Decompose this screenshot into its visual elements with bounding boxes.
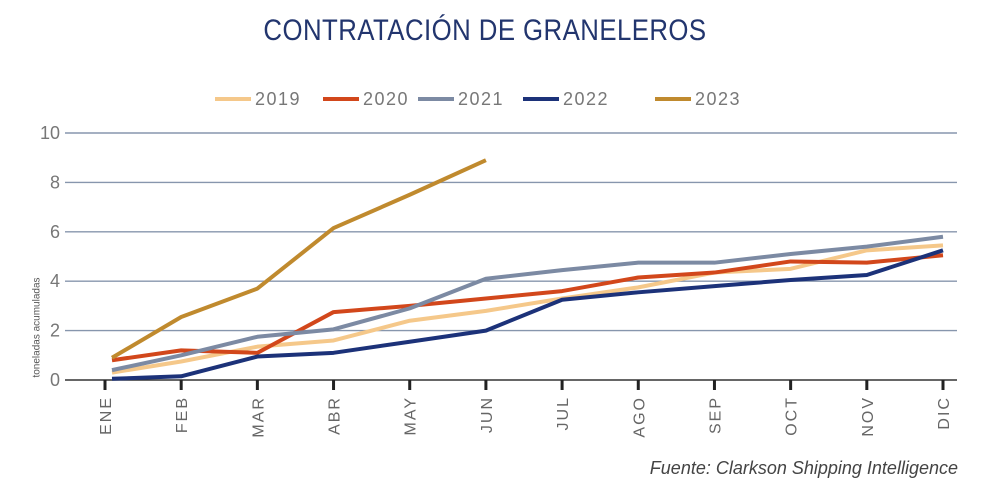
legend-swatch xyxy=(215,97,251,101)
legend-item-2020: 2020 xyxy=(323,87,409,111)
y-tick-label: 10 xyxy=(40,123,60,143)
series-line-2019 xyxy=(111,243,944,375)
legend-item-2022: 2022 xyxy=(523,87,609,111)
legend-label: 2023 xyxy=(695,88,742,109)
y-axis-label: toneladas acumuladas xyxy=(31,277,43,378)
legend-label: 2019 xyxy=(255,88,302,109)
x-tick-label: MAY xyxy=(403,396,420,435)
legend-swatch xyxy=(523,97,559,101)
legend-label: 2021 xyxy=(458,88,505,109)
x-tick-label: ENE xyxy=(98,396,115,435)
y-tick-label: 2 xyxy=(50,321,60,341)
legend-item-2021: 2021 xyxy=(418,87,504,111)
legend-label: 2020 xyxy=(363,88,410,109)
legend-swatch xyxy=(418,97,454,101)
x-tick-label: MAR xyxy=(250,396,267,438)
chart-title: CONTRATACIÓN DE GRANELEROS xyxy=(263,14,707,47)
legend-label: 2022 xyxy=(563,88,610,109)
x-tick-label: AGO xyxy=(631,396,648,438)
y-tick-label: 8 xyxy=(50,172,60,192)
x-tick-label: NOV xyxy=(860,396,877,437)
legend-item-2023: 2023 xyxy=(655,87,741,111)
series-line-2020 xyxy=(111,253,944,363)
legend-item-2019: 2019 xyxy=(215,87,301,111)
y-tick-label: 6 xyxy=(50,222,60,242)
x-tick-label: SEP xyxy=(707,396,724,434)
y-tick-label: 4 xyxy=(50,271,60,291)
x-tick-label: ABR xyxy=(327,396,344,435)
x-tick-label: JUL xyxy=(555,396,572,430)
x-tick-label: DIC xyxy=(936,396,953,430)
series-line-2022 xyxy=(111,248,944,381)
x-tick-label: OCT xyxy=(784,396,801,436)
series-line-2023 xyxy=(110,158,487,360)
y-tick-label: 0 xyxy=(50,370,60,390)
source-note: Fuente: Clarkson Shipping Intelligence xyxy=(649,458,958,478)
series-line-2021 xyxy=(111,234,944,373)
x-tick-label: JUN xyxy=(479,396,496,433)
x-tick-label: FEB xyxy=(174,396,191,433)
legend-swatch xyxy=(323,97,359,101)
legend-swatch xyxy=(655,97,691,101)
